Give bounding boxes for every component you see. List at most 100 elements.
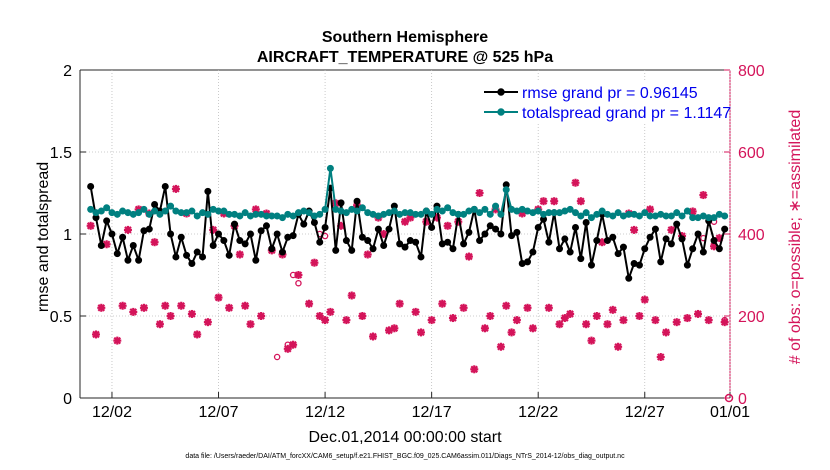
data-point-rmse — [87, 182, 95, 190]
data-point-totalspread — [577, 212, 585, 220]
data-point-rmse — [204, 187, 212, 195]
legend-box — [478, 80, 724, 122]
data-point-rmse — [582, 219, 590, 227]
obs-assimilated-marker — [544, 303, 553, 312]
obs-assimilated-marker — [630, 225, 639, 234]
data-point-totalspread — [326, 164, 334, 172]
data-point-rmse — [124, 256, 132, 264]
legend-marker-totalspread — [497, 108, 505, 116]
y2-tick-label: 200 — [738, 309, 765, 326]
y2-tick-label: 400 — [738, 227, 765, 244]
data-point-totalspread — [103, 204, 111, 212]
data-point-rmse — [497, 230, 505, 238]
chart-title: Southern Hemisphere — [322, 29, 488, 46]
data-point-totalspread — [683, 207, 691, 215]
obs-possible-marker — [284, 341, 292, 348]
data-point-rmse — [524, 258, 532, 266]
data-point-rmse — [641, 245, 649, 253]
obs-assimilated-marker — [459, 303, 468, 312]
data-point-rmse — [721, 225, 729, 233]
obs-assimilated-marker — [592, 312, 601, 320]
obs-assimilated-marker — [507, 328, 516, 337]
data-point-rmse — [715, 245, 723, 253]
obs-assimilated-marker — [241, 301, 250, 310]
data-point-totalspread — [566, 205, 574, 213]
data-point-totalspread — [135, 209, 143, 217]
data-point-rmse — [252, 256, 260, 264]
obs-assimilated-marker — [113, 336, 122, 345]
data-point-rmse — [614, 250, 622, 258]
obs-assimilated-marker — [225, 303, 234, 312]
data-point-rmse — [444, 238, 452, 246]
obs-assimilated-marker — [640, 295, 649, 304]
data-point-totalspread — [444, 204, 452, 212]
obs-assimilated-marker — [177, 301, 186, 310]
obs-assimilated-marker — [512, 316, 521, 325]
x-tick-label: 12/12 — [305, 404, 345, 421]
data-point-rmse — [529, 248, 537, 256]
obs-assimilated-marker — [448, 314, 457, 323]
data-point-rmse — [172, 253, 180, 261]
obs-assimilated-marker — [576, 197, 585, 206]
chart-subtitle: AIRCRAFT_TEMPERATURE @ 525 hPa — [257, 49, 553, 66]
data-point-rmse — [396, 240, 404, 248]
y-tick-label: 0 — [63, 391, 72, 408]
data-point-rmse — [188, 260, 196, 268]
obs-assimilated-marker — [369, 332, 378, 341]
data-point-rmse — [310, 219, 318, 227]
data-point-rmse — [262, 222, 270, 230]
data-point-totalspread — [220, 207, 228, 215]
data-point-rmse — [241, 240, 249, 248]
obs-assimilated-marker — [193, 330, 202, 339]
obs-assimilated-marker — [480, 324, 489, 333]
data-point-rmse — [337, 199, 345, 207]
data-point-rmse — [321, 223, 329, 231]
data-point-rmse — [635, 261, 643, 269]
footnote: data file: /Users/raeder/DAI/ATM_forcXX/… — [185, 453, 625, 460]
obs-assimilated-marker — [416, 328, 425, 337]
data-point-rmse — [215, 230, 223, 238]
data-point-totalspread — [534, 207, 542, 215]
data-point-totalspread — [161, 207, 169, 215]
data-point-rmse — [609, 233, 617, 241]
obs-assimilated-marker — [528, 324, 537, 333]
obs-assimilated-marker — [390, 324, 399, 333]
data-point-totalspread — [422, 207, 430, 215]
data-point-rmse — [369, 245, 377, 253]
data-point-rmse — [220, 237, 228, 245]
obs-assimilated-marker — [662, 328, 671, 337]
data-point-rmse — [662, 235, 670, 243]
data-point-totalspread — [151, 207, 159, 215]
obs-assimilated-marker — [257, 312, 266, 320]
data-point-totalspread — [678, 212, 686, 220]
obs-assimilated-marker — [86, 221, 95, 230]
data-point-rmse — [492, 225, 500, 233]
data-point-rmse — [603, 237, 611, 245]
x-axis-label: Dec.01,2014 00:00:00 start — [308, 429, 502, 446]
obs-assimilated-marker — [347, 291, 356, 300]
y2-tick-label: 600 — [738, 145, 765, 162]
data-point-rmse — [332, 246, 340, 254]
obs-assimilated-marker — [305, 299, 314, 308]
obs-assimilated-marker — [187, 309, 196, 318]
obs-possible-marker — [289, 271, 297, 279]
data-point-totalspread — [502, 186, 510, 194]
obs-assimilated-marker — [214, 293, 223, 302]
data-point-totalspread — [486, 210, 494, 218]
data-point-totalspread — [598, 207, 606, 215]
obs-assimilated-marker — [587, 336, 596, 345]
data-point-rmse — [401, 243, 409, 251]
data-point-rmse — [651, 225, 659, 233]
data-point-rmse — [699, 248, 707, 256]
obs-possible-marker — [721, 316, 728, 324]
data-point-rmse — [236, 237, 244, 245]
data-point-rmse — [145, 225, 153, 233]
data-point-rmse — [278, 248, 286, 256]
data-point-rmse — [119, 233, 127, 241]
data-point-totalspread — [358, 204, 366, 212]
obs-assimilated-marker — [651, 316, 660, 325]
data-point-totalspread — [710, 214, 718, 222]
data-point-rmse — [513, 228, 521, 236]
data-point-rmse — [673, 220, 681, 228]
obs-assimilated-marker — [411, 307, 420, 316]
